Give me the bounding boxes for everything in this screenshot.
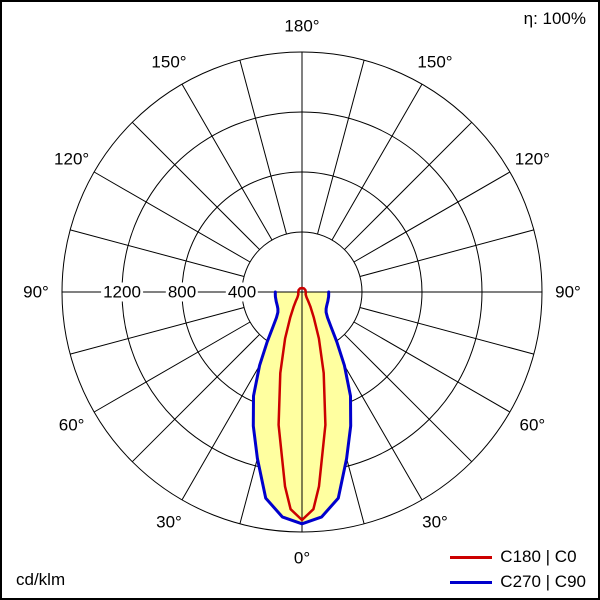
legend-line-c180-c0-icon <box>450 555 493 559</box>
angle-tick-label: 90° <box>21 282 51 302</box>
angle-tick-label: 30° <box>420 512 450 532</box>
legend-item-c180-c0: C180 | C0 <box>450 547 586 567</box>
angle-tick-label: 0° <box>291 548 313 568</box>
angle-tick-label: 60° <box>517 415 548 435</box>
radial-tick-label: 400 <box>225 282 259 302</box>
legend-label-c180-c0: C180 | C0 <box>500 547 577 566</box>
angle-tick-label: 30° <box>154 512 184 532</box>
angle-tick-label: 120° <box>52 149 92 169</box>
legend: C180 | C0 C270 | C90 <box>448 546 588 593</box>
radial-tick-label: 1200 <box>101 282 143 302</box>
angle-tick-label: 90° <box>553 282 583 302</box>
efficiency-label: η: 100% <box>521 9 588 29</box>
angle-tick-label: 120° <box>512 149 552 169</box>
radial-tick-label: 800 <box>165 282 199 302</box>
legend-item-c270-c90: C270 | C90 <box>450 572 586 592</box>
unit-label: cd/klm <box>14 570 68 590</box>
legend-label-c270-c90: C270 | C90 <box>500 572 586 591</box>
angle-tick-label: 180° <box>282 16 322 36</box>
angle-tick-label: 150° <box>149 52 189 72</box>
angle-tick-label: 60° <box>56 415 87 435</box>
angle-tick-label: 150° <box>415 52 455 72</box>
legend-line-c270-c90-icon <box>450 580 493 584</box>
